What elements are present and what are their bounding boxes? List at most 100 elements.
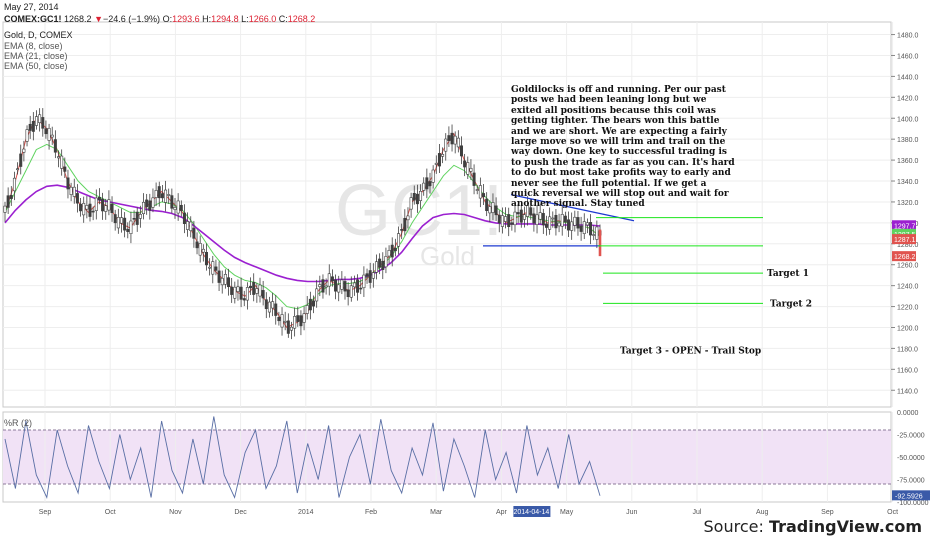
candle-body <box>208 266 212 269</box>
candle-body <box>138 214 142 219</box>
price-tick-label: 1400.0 <box>897 116 919 123</box>
candle-body <box>85 205 89 210</box>
candle-body <box>595 226 599 240</box>
source-prefix: Source: <box>703 517 769 536</box>
candle-body <box>510 222 514 225</box>
candle-body <box>176 200 180 214</box>
candle-body <box>368 270 372 283</box>
candle-body <box>532 213 536 224</box>
ema8-legend: EMA (8, close) <box>4 41 63 51</box>
candle-body <box>274 303 278 316</box>
candle-body <box>28 123 32 131</box>
price-tag-label: 1297.7 <box>894 223 916 230</box>
candles <box>3 108 602 340</box>
candle-body <box>409 197 413 210</box>
candle-body <box>113 214 117 224</box>
time-tick-label: Oct <box>105 509 116 516</box>
price-tag <box>892 220 916 231</box>
header-low: 1266.0 <box>248 14 277 24</box>
candle-body <box>16 168 20 171</box>
candle-body <box>211 261 215 275</box>
time-tick-label: Aug <box>756 509 769 516</box>
candle-body <box>459 145 463 157</box>
candle-body <box>381 260 385 270</box>
williams-tick-label: -25.0000 <box>897 433 925 440</box>
candle-body <box>148 200 152 211</box>
candle-body <box>160 193 164 199</box>
candle-body <box>434 162 438 165</box>
annotations <box>483 193 763 304</box>
candle-body <box>227 277 231 288</box>
candle-body <box>104 205 108 212</box>
candle-body <box>267 301 271 313</box>
candle-body <box>201 248 205 253</box>
candle-body <box>132 218 136 220</box>
candle-body <box>526 205 530 217</box>
candle-body <box>522 214 526 220</box>
candle-body <box>447 135 451 141</box>
target-label-1: Target 1 <box>767 269 809 279</box>
source-credit: Source: TradingView.com <box>704 517 922 536</box>
grid-lines <box>3 22 894 502</box>
candle-body <box>198 243 202 256</box>
candle-body <box>50 134 54 138</box>
candle-body <box>504 216 508 222</box>
header-high-label: H: <box>202 14 212 24</box>
time-tick-label: May <box>560 509 574 516</box>
candle-body <box>567 219 571 231</box>
candle-body <box>239 286 243 300</box>
candle-body <box>25 129 29 142</box>
candle-body <box>223 274 227 285</box>
time-tick-label: Mar <box>430 509 443 516</box>
candle-body <box>469 167 473 172</box>
candle-body <box>318 284 322 287</box>
candle-body <box>167 194 171 196</box>
candle-body <box>579 225 583 232</box>
candle-body <box>101 198 105 212</box>
candle-body <box>154 190 158 198</box>
candle-body <box>554 214 558 229</box>
candle-body <box>478 185 482 199</box>
header-change: −24.6 (−1.9%) <box>103 14 161 24</box>
time-tick-label: Jul <box>693 509 702 516</box>
candle-body <box>315 288 319 302</box>
candle-body <box>31 121 35 132</box>
candle-body <box>557 222 561 227</box>
time-tick-label: Sep <box>39 509 52 516</box>
candle-body <box>453 135 457 145</box>
candle-body <box>494 205 498 216</box>
price-tick-label: 1420.0 <box>897 95 919 102</box>
candle-body <box>3 205 7 213</box>
candle-body <box>585 222 589 226</box>
candle-body <box>9 195 13 199</box>
candle-body <box>437 153 441 167</box>
williams-band <box>3 430 891 484</box>
candle-body <box>324 285 328 288</box>
candle-body <box>129 220 133 234</box>
candle-body <box>179 204 183 211</box>
candle-body <box>312 300 316 307</box>
header-date: May 27, 2014 <box>4 2 59 12</box>
candle-body <box>214 266 218 271</box>
candle-body <box>97 196 101 201</box>
williams-tick-label: -75.0000 <box>897 478 925 485</box>
candle-body <box>576 217 580 229</box>
candle-body <box>305 305 309 314</box>
candle-body <box>535 214 539 226</box>
candle-body <box>374 261 378 273</box>
candle-body <box>513 211 517 226</box>
time-tick-label: Feb <box>365 509 377 516</box>
price-axis: 1140.0 1160.0 1180.0 1200.0 1220.0 1240.0 1260… <box>891 33 919 395</box>
williams-tick-label: -100.0000 <box>897 500 929 507</box>
candle-body <box>463 160 467 168</box>
candle-body <box>570 221 574 231</box>
candle-body <box>400 229 404 231</box>
candle-body <box>88 203 92 217</box>
price-tag <box>892 251 916 262</box>
candle-body <box>91 210 95 213</box>
candle-body <box>548 216 552 230</box>
candle-body <box>456 137 460 148</box>
williams-path <box>4 416 601 500</box>
candle-body <box>441 153 445 157</box>
